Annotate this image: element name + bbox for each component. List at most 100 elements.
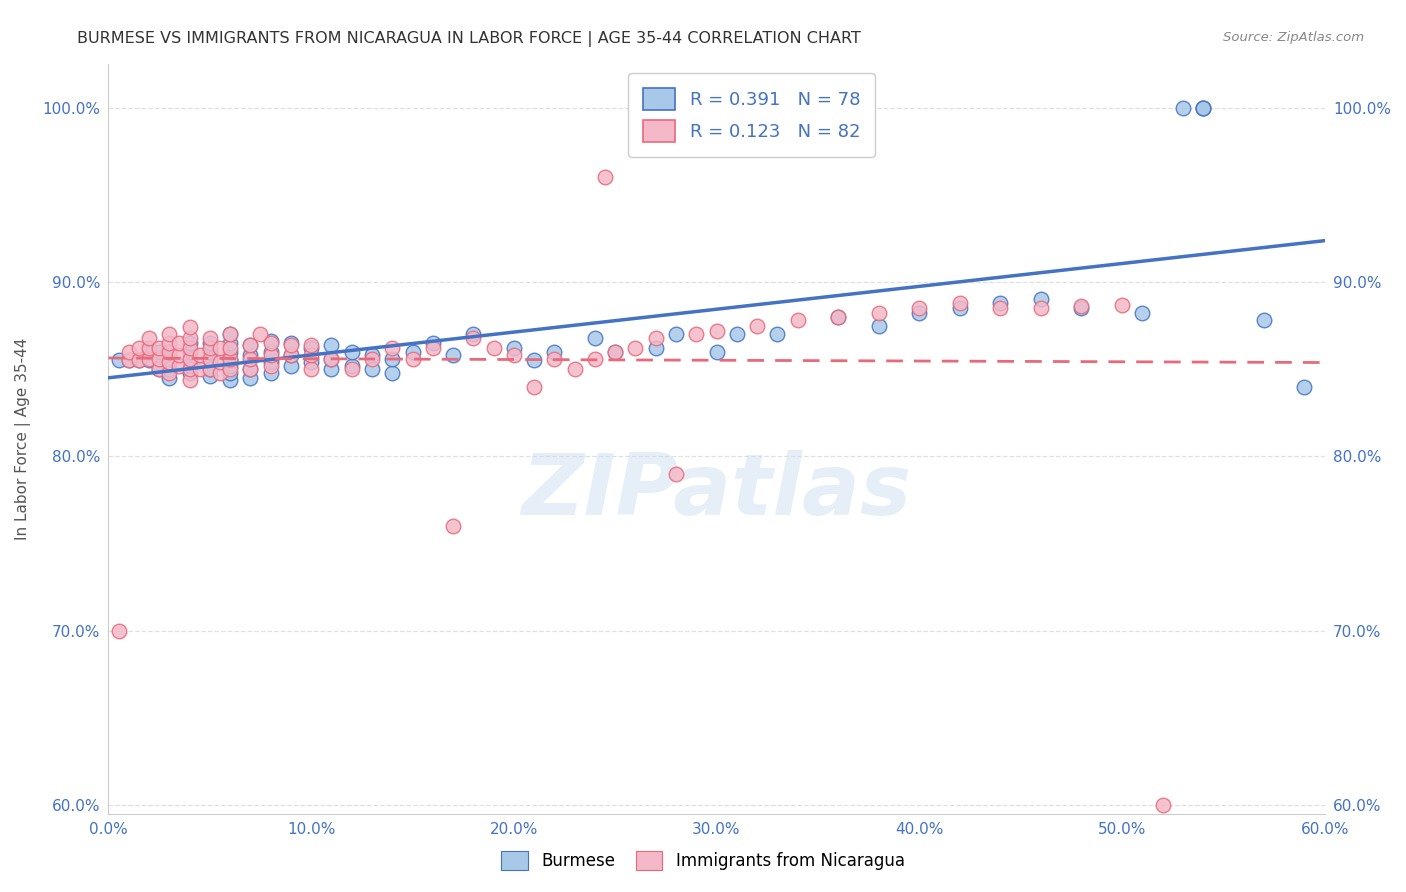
Point xyxy=(1130,306,1153,320)
Point xyxy=(868,318,890,333)
Point xyxy=(198,353,221,368)
Point xyxy=(706,324,728,338)
Point xyxy=(239,348,262,362)
Point xyxy=(169,359,191,373)
Point xyxy=(766,327,789,342)
Point xyxy=(107,624,129,638)
Point xyxy=(644,331,666,345)
Point xyxy=(148,351,170,366)
Point xyxy=(1070,301,1092,315)
Point xyxy=(219,327,242,342)
Point xyxy=(157,355,180,369)
Point xyxy=(198,362,221,376)
Point xyxy=(441,348,464,362)
Point xyxy=(381,351,404,366)
Point xyxy=(605,344,627,359)
Point xyxy=(1192,101,1215,115)
Point xyxy=(280,335,302,350)
Point xyxy=(259,344,281,359)
Point xyxy=(219,327,242,342)
Point xyxy=(128,341,150,355)
Text: ZIPatlas: ZIPatlas xyxy=(522,450,911,533)
Point xyxy=(422,335,444,350)
Point xyxy=(605,344,627,359)
Point xyxy=(198,341,221,355)
Point xyxy=(179,351,201,366)
Point xyxy=(868,306,890,320)
Point xyxy=(422,341,444,355)
Point xyxy=(239,351,262,366)
Point xyxy=(188,362,211,376)
Legend: Burmese, Immigrants from Nicaragua: Burmese, Immigrants from Nicaragua xyxy=(495,844,911,877)
Point xyxy=(482,341,505,355)
Point xyxy=(1294,379,1316,393)
Point xyxy=(908,301,931,315)
Point xyxy=(786,313,808,327)
Point xyxy=(321,337,343,351)
Point xyxy=(745,318,768,333)
Point xyxy=(219,353,242,368)
Point xyxy=(463,327,485,342)
Point xyxy=(148,362,170,376)
Point xyxy=(259,366,281,380)
Point xyxy=(259,334,281,348)
Point xyxy=(1070,299,1092,313)
Point xyxy=(179,320,201,334)
Point xyxy=(502,348,524,362)
Point xyxy=(179,341,201,355)
Point xyxy=(219,344,242,359)
Point xyxy=(523,379,546,393)
Point xyxy=(381,341,404,355)
Point xyxy=(1152,797,1174,812)
Point xyxy=(107,353,129,368)
Point xyxy=(523,353,546,368)
Point xyxy=(219,351,242,366)
Point xyxy=(157,344,180,359)
Point xyxy=(169,348,191,362)
Point xyxy=(280,348,302,362)
Point xyxy=(148,362,170,376)
Point xyxy=(401,344,423,359)
Point xyxy=(148,344,170,359)
Point xyxy=(401,351,423,366)
Point xyxy=(198,344,221,359)
Point xyxy=(179,331,201,345)
Point xyxy=(381,366,404,380)
Point xyxy=(725,327,748,342)
Point xyxy=(1029,293,1052,307)
Point xyxy=(259,348,281,362)
Legend: R = 0.391   N = 78, R = 0.123   N = 82: R = 0.391 N = 78, R = 0.123 N = 82 xyxy=(628,73,875,157)
Point xyxy=(219,362,242,376)
Point xyxy=(198,362,221,376)
Point xyxy=(259,335,281,350)
Point xyxy=(198,351,221,366)
Point xyxy=(157,353,180,368)
Point xyxy=(188,348,211,362)
Point xyxy=(179,351,201,366)
Point xyxy=(706,344,728,359)
Point xyxy=(1192,101,1215,115)
Point xyxy=(685,327,707,342)
Point xyxy=(949,296,972,310)
Point xyxy=(198,369,221,384)
Point xyxy=(543,344,565,359)
Point xyxy=(259,355,281,369)
Point xyxy=(219,366,242,380)
Point xyxy=(624,341,647,355)
Point xyxy=(157,344,180,359)
Point xyxy=(118,353,141,368)
Point xyxy=(208,355,231,369)
Point xyxy=(665,467,688,481)
Point xyxy=(361,351,384,366)
Point xyxy=(299,362,322,376)
Point xyxy=(208,366,231,380)
Point xyxy=(1192,101,1215,115)
Point xyxy=(157,362,180,376)
Point xyxy=(644,341,666,355)
Point xyxy=(239,337,262,351)
Point xyxy=(583,331,606,345)
Point xyxy=(280,348,302,362)
Point xyxy=(827,310,849,324)
Point xyxy=(138,341,160,355)
Point xyxy=(219,372,242,386)
